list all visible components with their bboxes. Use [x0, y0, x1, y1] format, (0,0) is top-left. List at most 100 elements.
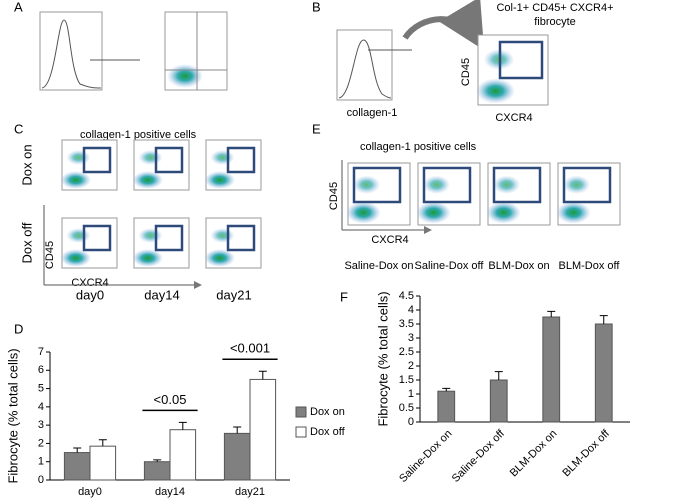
flow-cloud — [60, 249, 92, 267]
error-bar — [599, 315, 608, 324]
panel-label: D — [14, 321, 23, 336]
flow-cloud — [562, 175, 591, 194]
flow-cloud — [352, 175, 381, 194]
y-tick-label: 1 — [38, 456, 44, 468]
flow-cloud — [132, 171, 164, 189]
axis-label: CD45 — [328, 182, 340, 210]
legend-swatch — [295, 406, 307, 418]
flow-cloud — [66, 228, 91, 243]
bar — [249, 378, 277, 481]
bar — [594, 323, 613, 423]
gate — [562, 166, 612, 204]
error-bar — [98, 439, 107, 447]
panel-title: collagen-1 positive cells — [360, 141, 477, 153]
gate — [422, 166, 472, 204]
column-label: BLM-Dox on — [488, 260, 549, 272]
column-label: day21 — [216, 287, 251, 302]
axis-label: collagen-1 — [347, 107, 398, 119]
y-tick-label: 4 — [38, 401, 44, 413]
x-tick-label: Saline-Dox on — [397, 428, 454, 485]
panel-label: C — [14, 121, 23, 136]
y-tick-label: 2.5 — [399, 346, 414, 358]
error-bar — [178, 421, 187, 430]
axis-label: CXCR4 — [371, 234, 408, 246]
histogram-curve — [41, 19, 102, 89]
legend-label: Dox on — [310, 406, 345, 418]
y-tick-label: 0 — [408, 416, 414, 428]
flow-cloud — [204, 171, 236, 189]
flow-cloud — [138, 150, 163, 165]
y-tick-label: 2 — [38, 437, 44, 449]
y-tick-label: 1.5 — [399, 374, 414, 386]
bar — [143, 461, 171, 481]
x-tick-label: BLM-Dox on — [508, 428, 560, 480]
error-bar — [73, 447, 82, 453]
annotation: <0.05 — [154, 392, 187, 407]
flow-cloud — [210, 150, 235, 165]
y-tick-label: 3 — [408, 332, 414, 344]
y-tick-label: 5 — [38, 382, 44, 394]
flow-cloud — [556, 201, 591, 224]
panel-label: F — [340, 289, 348, 304]
column-label: Saline-Dox on — [344, 260, 413, 272]
flow-cloud — [422, 175, 451, 194]
y-tick-label: 3.5 — [399, 318, 414, 330]
error-bar — [547, 310, 556, 317]
error-bar — [233, 426, 242, 434]
axis-label: CXCR4 — [71, 277, 108, 289]
panel-label: A — [14, 0, 23, 14]
axis-label: CD45 — [460, 58, 472, 86]
gate — [226, 146, 256, 174]
y-tick-label: 1 — [408, 388, 414, 400]
bar — [63, 452, 91, 481]
error-bar — [442, 387, 451, 392]
histogram-frame — [336, 29, 393, 101]
flow-cloud — [486, 201, 521, 224]
flow-cloud — [475, 78, 516, 104]
gate — [352, 166, 402, 204]
y-tick-label: 4.5 — [399, 290, 414, 302]
column-label: day14 — [144, 287, 179, 302]
panel-title: Col-1+ CD45+ CXCR4+ — [496, 2, 613, 14]
x-tick-label: BLM-Dox off — [560, 427, 612, 479]
error-bar — [494, 371, 503, 380]
y-tick-label: 0 — [38, 474, 44, 486]
y-tick-label: 4 — [408, 304, 414, 316]
column-label: BLM-Dox off — [559, 260, 621, 272]
scatter-cloud — [167, 64, 203, 88]
gate — [82, 146, 112, 174]
bar — [223, 432, 251, 481]
arrow — [402, 0, 485, 51]
y-tick-label: 7 — [38, 346, 44, 358]
y-axis-label: Fibrocyte (% total cells) — [5, 348, 20, 483]
row-label: Dox on — [19, 144, 34, 185]
flow-cloud — [66, 150, 91, 165]
error-bar — [258, 370, 267, 380]
y-tick-label: 0.5 — [399, 402, 414, 414]
gate — [82, 224, 112, 252]
panel-title: fibrocyte — [534, 16, 576, 28]
legend-swatch — [295, 426, 307, 438]
flow-cloud — [60, 171, 92, 189]
flow-cloud — [138, 228, 163, 243]
flow-cloud — [204, 249, 236, 267]
y-axis-label: Fibrocyte (% total cells) — [375, 291, 390, 426]
bar — [437, 390, 456, 423]
x-tick-label: day14 — [155, 486, 185, 498]
bar — [489, 379, 508, 423]
bar — [169, 429, 197, 481]
axis-label: CXCR4 — [495, 112, 532, 124]
histogram-curve — [338, 39, 392, 99]
y-tick-label: 2 — [408, 360, 414, 372]
panel-title: collagen-1 positive cells — [80, 129, 197, 141]
x-tick-label: day21 — [235, 486, 265, 498]
column-label: Saline-Dox off — [415, 260, 485, 272]
gate — [492, 166, 542, 204]
gate — [226, 224, 256, 252]
axis-label: CD45 — [44, 241, 56, 269]
x-tick-label: day0 — [78, 486, 102, 498]
gate — [154, 146, 184, 174]
scatter-frame — [164, 11, 228, 91]
y-tick-label: 6 — [38, 364, 44, 376]
